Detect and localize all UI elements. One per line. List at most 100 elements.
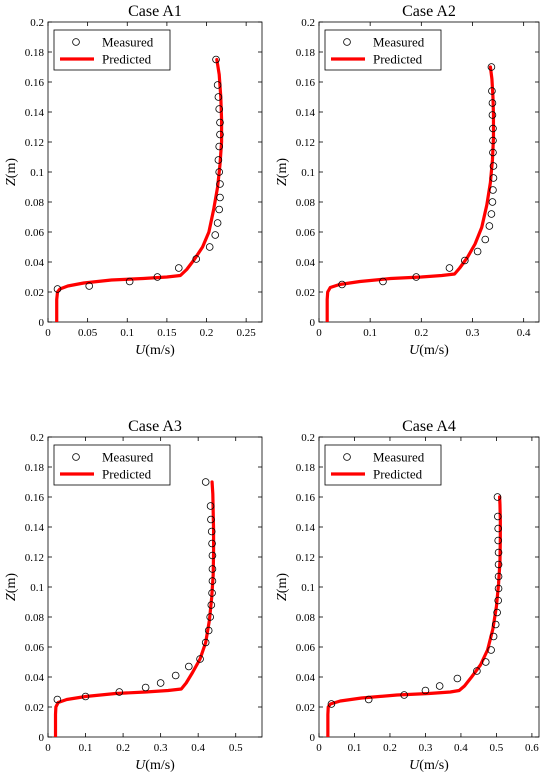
- y-tick-label: 0: [310, 317, 316, 329]
- data-point-measured: [196, 655, 204, 663]
- x-tick-label: 0.3: [466, 327, 480, 339]
- y-axis-variable: Z: [275, 178, 290, 186]
- data-point-measured: [214, 156, 223, 164]
- y-tick-label: 0.16: [25, 77, 45, 89]
- data-point-measured: [215, 205, 224, 214]
- x-axis-variable: U: [409, 758, 420, 773]
- legend-label: Predicted: [373, 52, 423, 67]
- data-point-measured: [216, 130, 224, 139]
- y-axis-unit: (m): [4, 158, 19, 179]
- x-tick-label: 0: [45, 742, 51, 754]
- series-line-predicted: [326, 495, 502, 737]
- x-tick-label: 0.6: [525, 742, 539, 754]
- chart-title: Case A2: [402, 3, 456, 20]
- x-tick-label: 0.5: [490, 742, 504, 754]
- x-tick-label: 0: [316, 742, 322, 754]
- data-point-measured: [461, 256, 469, 265]
- y-tick-label: 0.08: [296, 612, 316, 624]
- data-point-measured: [491, 620, 500, 629]
- data-point-measured: [493, 493, 502, 501]
- y-tick-label: 0.02: [25, 702, 44, 714]
- data-point-measured: [494, 524, 502, 533]
- y-tick-label: 0.16: [296, 492, 316, 504]
- x-tick-label: 0.2: [116, 742, 130, 754]
- data-point-measured: [171, 671, 180, 680]
- data-point-measured: [214, 93, 223, 101]
- data-point-measured: [488, 99, 497, 107]
- data-point-measured: [489, 148, 497, 157]
- data-point-measured: [494, 548, 503, 557]
- data-point-measured: [421, 686, 430, 695]
- series-line-predicted: [53, 480, 216, 737]
- y-axis-label: Z(m): [4, 158, 19, 186]
- x-tick-label: 0.2: [200, 327, 214, 339]
- y-tick-label: 0.04: [296, 672, 316, 684]
- y-tick-label: 0.18: [25, 462, 45, 474]
- y-axis-unit: (m): [4, 573, 19, 594]
- data-point-measured: [215, 168, 224, 176]
- x-tick-label: 0.1: [363, 327, 377, 339]
- data-point-measured: [208, 539, 216, 548]
- y-tick-label: 0.04: [296, 257, 316, 269]
- data-point-measured: [141, 683, 150, 692]
- x-tick-label: 0.4: [454, 742, 468, 754]
- data-point-measured: [488, 87, 496, 95]
- legend: [53, 29, 171, 71]
- legend-marker-measured: [72, 38, 80, 46]
- y-tick-label: 0.02: [25, 287, 44, 299]
- y-axis-unit: (m): [275, 573, 290, 594]
- chart-title: Case A1: [128, 3, 182, 20]
- data-point-measured: [156, 679, 165, 687]
- data-point-measured: [208, 577, 217, 585]
- data-point-measured: [184, 662, 193, 671]
- y-axis-variable: Z: [275, 593, 290, 601]
- data-point-measured: [412, 273, 421, 281]
- y-axis-variable: Z: [4, 593, 19, 601]
- y-tick-label: 0.04: [25, 257, 45, 269]
- y-tick-label: 0.14: [25, 522, 45, 534]
- data-point-measured: [205, 243, 214, 251]
- data-point-measured: [473, 247, 482, 256]
- legend-marker-measured: [343, 38, 351, 46]
- y-tick-label: 0.18: [296, 462, 316, 474]
- y-tick-label: 0.14: [296, 522, 316, 534]
- data-point-measured: [192, 255, 201, 263]
- y-tick-label: 0.1: [30, 167, 44, 179]
- legend-label: Measured: [102, 35, 154, 50]
- data-point-measured: [473, 667, 481, 675]
- legend-marker-measured: [72, 453, 80, 461]
- data-point-measured: [216, 118, 224, 127]
- legend: [53, 444, 171, 486]
- x-axis-label: U(m/s): [409, 343, 449, 358]
- series-line-predicted: [55, 57, 224, 322]
- y-tick-label: 0.08: [296, 197, 316, 209]
- data-point-measured: [215, 142, 224, 151]
- data-point-measured: [206, 613, 214, 621]
- x-axis-variable: U: [135, 758, 146, 773]
- y-tick-label: 0.16: [296, 77, 316, 89]
- x-tick-label: 0.15: [157, 327, 177, 339]
- y-tick-label: 0.14: [296, 107, 316, 119]
- y-axis-label: Z(m): [4, 573, 19, 601]
- data-point-measured: [494, 572, 503, 581]
- data-point-measured: [489, 632, 498, 641]
- y-tick-label: 0.12: [296, 552, 315, 564]
- data-point-measured: [174, 264, 183, 272]
- data-point-measured: [379, 277, 387, 286]
- x-axis-unit: (m/s): [419, 758, 449, 773]
- data-point-measured: [207, 601, 216, 609]
- data-point-measured: [207, 527, 216, 536]
- x-axis-variable: U: [135, 343, 146, 358]
- y-tick-label: 0.12: [25, 552, 44, 564]
- y-tick-label: 0.1: [301, 582, 315, 594]
- x-tick-label: 0.3: [154, 742, 168, 754]
- x-tick-label: 0.1: [348, 742, 362, 754]
- data-point-measured: [487, 646, 495, 654]
- data-point-measured: [494, 584, 503, 593]
- y-tick-label: 0.06: [296, 227, 316, 239]
- data-point-measured: [481, 658, 490, 666]
- data-point-measured: [53, 285, 62, 293]
- chart-title: Case A3: [128, 418, 182, 435]
- data-point-measured: [445, 264, 454, 272]
